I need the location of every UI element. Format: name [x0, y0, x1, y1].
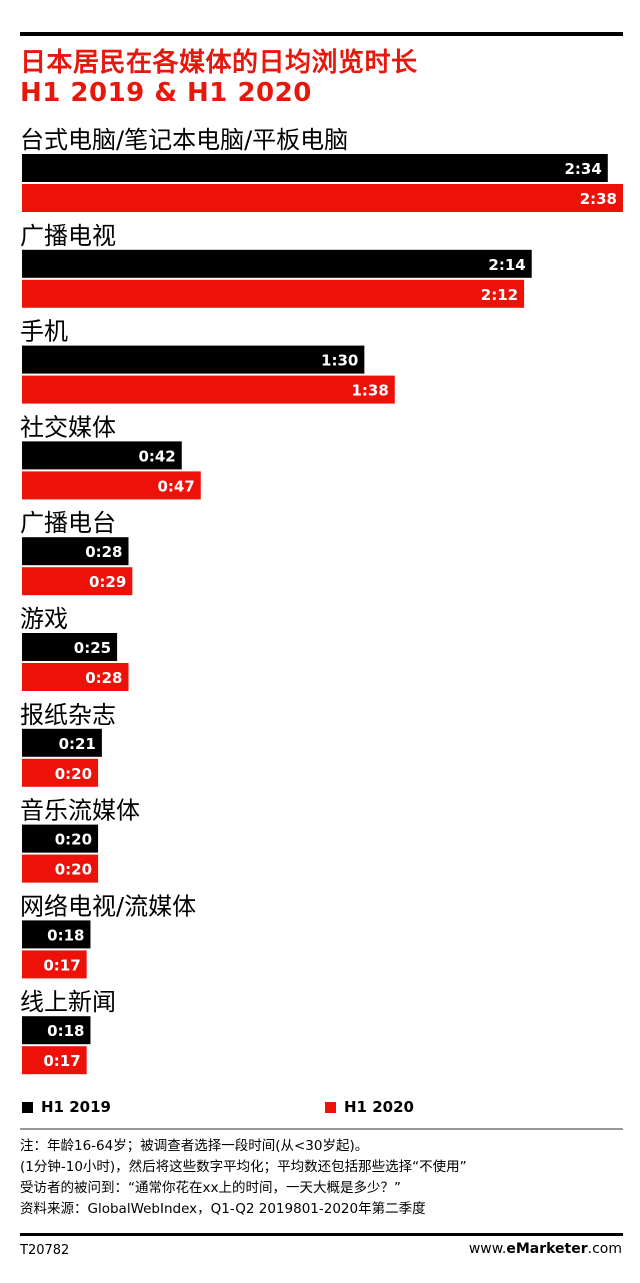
- bar-2020: [22, 663, 129, 691]
- data-label: 0:28: [85, 543, 122, 561]
- bar-2019: [22, 154, 608, 182]
- legend-swatch-2020: [325, 1101, 336, 1113]
- bar-2020: [22, 854, 99, 883]
- footnotes: 注：年龄16-64岁；被调查者选择一段时间(从<30岁起)。 (1分钟-10小时…: [20, 1136, 620, 1220]
- bar-2020: [22, 279, 525, 308]
- bottom-rule: [20, 1233, 623, 1236]
- bar-2019: [22, 537, 129, 566]
- data-label: 0:17: [43, 956, 80, 974]
- bar-2020: [22, 567, 133, 596]
- data-label: 2:34: [564, 160, 601, 178]
- category-label: 游戏: [20, 605, 68, 633]
- legend-item-2019: H1 2019: [22, 1098, 111, 1116]
- legend-label-2020: H1 2020: [344, 1098, 414, 1116]
- bar-2020: [22, 184, 623, 212]
- bar-2019: [22, 920, 91, 949]
- data-label: 0:42: [138, 447, 175, 465]
- legend-swatch-2019: [22, 1101, 33, 1113]
- bar-2020: [22, 950, 87, 979]
- category-label: 报纸杂志: [20, 701, 116, 729]
- chart-subtitle: H1 2019 & H1 2020: [20, 78, 312, 108]
- category-label: 手机: [20, 318, 68, 346]
- data-label: 0:18: [47, 926, 84, 944]
- data-label: 1:38: [351, 382, 388, 400]
- category-label: 社交媒体: [20, 413, 116, 441]
- legend-item-2020: H1 2020: [325, 1098, 414, 1116]
- data-label: 0:20: [55, 765, 92, 783]
- data-label: 0:47: [157, 477, 194, 495]
- top-rule: [20, 32, 623, 36]
- data-label: 0:28: [85, 669, 122, 687]
- data-label: 2:38: [580, 190, 617, 208]
- bar-2020: [22, 471, 201, 500]
- data-label: 2:14: [488, 256, 525, 274]
- category-label: 广播电视: [20, 222, 116, 250]
- notes-divider: [20, 1128, 623, 1130]
- footnote-line: 注：年龄16-64岁；被调查者选择一段时间(从<30岁起)。: [20, 1138, 369, 1154]
- legend-label-2019: H1 2019: [41, 1098, 111, 1116]
- bar-2019: [22, 1016, 91, 1045]
- bar-2019: [22, 728, 102, 757]
- chart-code: T20782: [20, 1243, 70, 1258]
- footnote-line: 受访者的被问到：“通常你花在xx上的时间，一天大概是多少？”: [20, 1180, 401, 1196]
- data-label: 0:17: [43, 1052, 80, 1070]
- category-label: 音乐流媒体: [20, 797, 140, 825]
- data-label: 1:30: [321, 352, 358, 370]
- data-label: 0:20: [55, 831, 92, 849]
- category-label: 广播电台: [20, 509, 116, 537]
- bar-2019: [22, 249, 532, 278]
- category-label: 台式电脑/笔记本电脑/平板电脑: [20, 126, 348, 154]
- footnote-line: (1分钟-10小时)，然后将这些数字平均化；平均数还包括那些选择“不使用”: [20, 1159, 467, 1175]
- data-label: 2:12: [481, 286, 518, 304]
- data-label: 0:18: [47, 1022, 84, 1040]
- site-link[interactable]: www.eMarketer.com: [468, 1241, 622, 1257]
- category-label: 线上新闻: [20, 988, 116, 1016]
- data-label: 0:25: [74, 639, 111, 657]
- bar-2019: [22, 345, 365, 374]
- bar-2019: [22, 633, 118, 661]
- data-label: 0:21: [59, 735, 96, 753]
- data-label: 0:20: [55, 861, 92, 879]
- source-line: 资料来源：GlobalWebIndex，Q1-Q2 2019801-2020年第…: [20, 1201, 426, 1217]
- bar-2020: [22, 375, 395, 404]
- bar-2019: [22, 824, 99, 853]
- chart-title: 日本居民在各媒体的日均浏览时长: [20, 48, 418, 78]
- bar-2020: [22, 1046, 87, 1075]
- category-label: 网络电视/流媒体: [20, 892, 196, 920]
- bar-2019: [22, 441, 182, 470]
- bar-2020: [22, 758, 99, 787]
- data-label: 0:29: [89, 573, 126, 591]
